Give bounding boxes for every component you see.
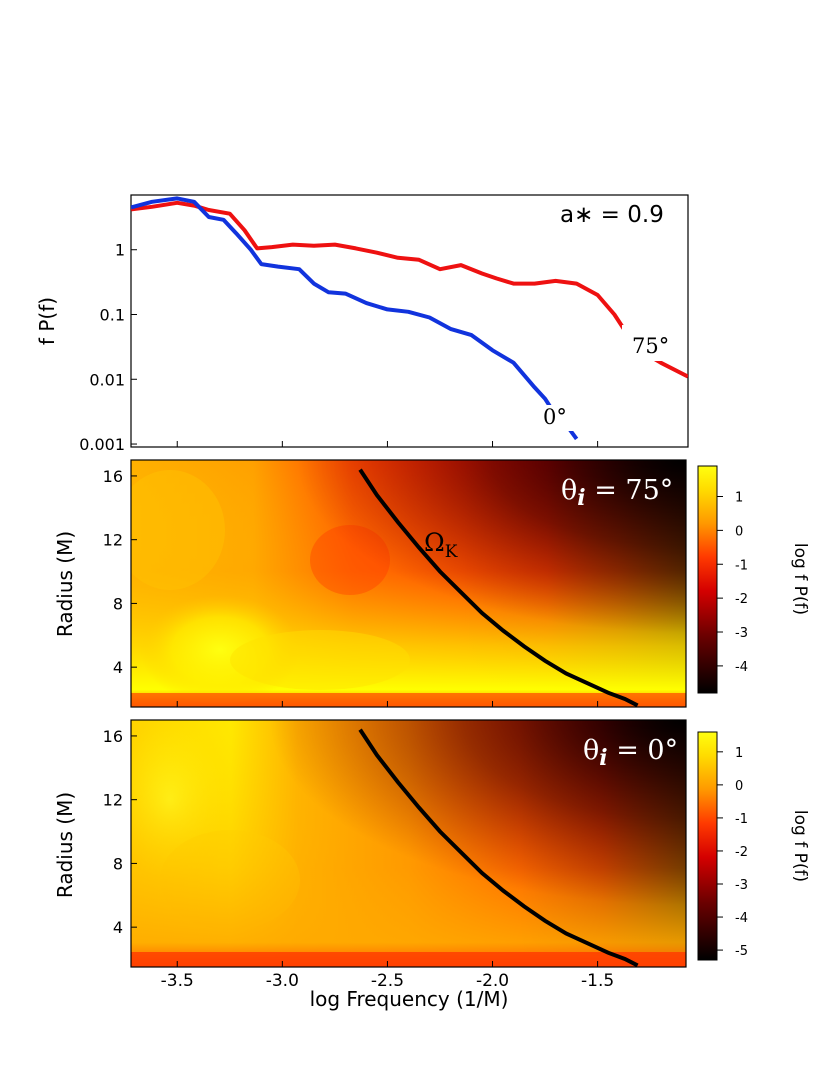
spin-annotation: a∗ = 0.9: [560, 202, 664, 228]
colorbar-75-ticks: 1 0 -1 -2 -3 -4: [717, 490, 748, 675]
spectrum-y-tick-label: 0.1: [100, 306, 125, 325]
keplerian-frequency-curve-0: [358, 728, 639, 967]
colorbar-tick-label: -4: [735, 911, 748, 926]
radius-tick-label: 12: [103, 791, 123, 810]
radius-tick-label: 8: [113, 854, 123, 873]
heatmap-0-y-axis: 4 8 12 16: [103, 727, 137, 937]
colorbar-tick-label: -5: [735, 944, 748, 959]
heatmap-0-ylabel: Radius (M): [53, 792, 77, 898]
x-tick-label: -3.0: [266, 971, 299, 991]
colorbar-tick-label: -4: [735, 660, 748, 675]
spectrum-lines: [131, 196, 688, 441]
radius-tick-label: 16: [103, 727, 123, 746]
spectrum-plot-frame: [130, 194, 689, 448]
series-0-line: [131, 196, 579, 441]
colorbar-tick-label: 0: [735, 779, 743, 794]
radius-tick-label: 16: [103, 467, 123, 486]
keplerian-frequency-curve: [358, 468, 639, 707]
spectrum-y-axis: 0.001 0.01 0.1 1: [79, 241, 137, 454]
heatmap-75-frame: [130, 459, 687, 708]
colorbar-75-label: log f P(f): [790, 543, 810, 615]
x-tick-label: -2.0: [476, 971, 509, 991]
colorbar-tick-label: 1: [735, 746, 743, 761]
inclination-0-label: θi = 0°: [583, 735, 678, 771]
heatmap-0-frame: [130, 719, 687, 968]
label-gap-red: [622, 325, 674, 361]
heatmap-75-ylabel: Radius (M): [53, 531, 77, 637]
colorbar-tick-label: -3: [735, 878, 748, 893]
colorbar-0: [697, 731, 718, 961]
colorbar-tick-label: 0: [735, 524, 743, 539]
colorbar-0-ticks: 1 0 -1 -2 -3 -4 -5: [717, 746, 748, 959]
spectrum-y-tick-label: 0.001: [79, 435, 125, 454]
radius-tick-label: 12: [103, 531, 123, 550]
colorbar-tick-label: -2: [735, 845, 748, 860]
colorbar-tick-label: -1: [735, 812, 748, 827]
heatmap-0-panel: 4 8 12 16 Radius (M) θi = 0° 1 0 -1 -2 -3 -4 -5 l…: [53, 719, 810, 968]
heatmap-75-y-axis: 4 8 12 16: [103, 467, 137, 677]
x-axis-label: log Frequency (1/M): [310, 987, 509, 1011]
radius-tick-label: 4: [113, 658, 123, 677]
inclination-75-label: θi = 75°: [561, 475, 673, 511]
series-75-line: [131, 200, 688, 379]
label-gap-blue: [528, 405, 580, 431]
spectrum-panel: 0.001 0.01 0.1 1 f P(f) a∗ = 0.9 75° 0°: [35, 194, 689, 454]
colorbar-tick-label: -1: [735, 558, 748, 573]
series-75-label: 75°: [632, 334, 669, 358]
heatmap-0-image: [131, 720, 686, 967]
x-axis: -3.5 -3.0 -2.5 -2.0 -1.5: [161, 441, 614, 991]
colorbar-75: [697, 465, 718, 694]
colorbar-tick-label: -2: [735, 592, 748, 607]
heatmap-75-image: [131, 460, 686, 707]
colorbar-tick-label: 1: [735, 490, 743, 505]
x-tick-label: -3.5: [161, 971, 194, 991]
x-tick-label: -2.5: [371, 971, 404, 991]
x-tick-label: -1.5: [581, 971, 614, 991]
heatmap-75-panel: 4 8 12 16 Radius (M) θi = 75° ΩK 1 0 -1 -2 -3 -4…: [53, 459, 810, 708]
series-0-label: 0°: [543, 405, 567, 429]
spectrum-ylabel: f P(f): [35, 297, 59, 345]
radius-tick-label: 8: [113, 594, 123, 613]
omega-k-label: ΩK: [424, 528, 458, 562]
spectrum-y-tick-label: 0.01: [89, 370, 125, 389]
colorbar-0-label: log f P(f): [790, 810, 810, 882]
spectrum-y-tick-label: 1: [115, 241, 125, 260]
radius-tick-label: 4: [113, 918, 123, 937]
colorbar-tick-label: -3: [735, 626, 748, 641]
